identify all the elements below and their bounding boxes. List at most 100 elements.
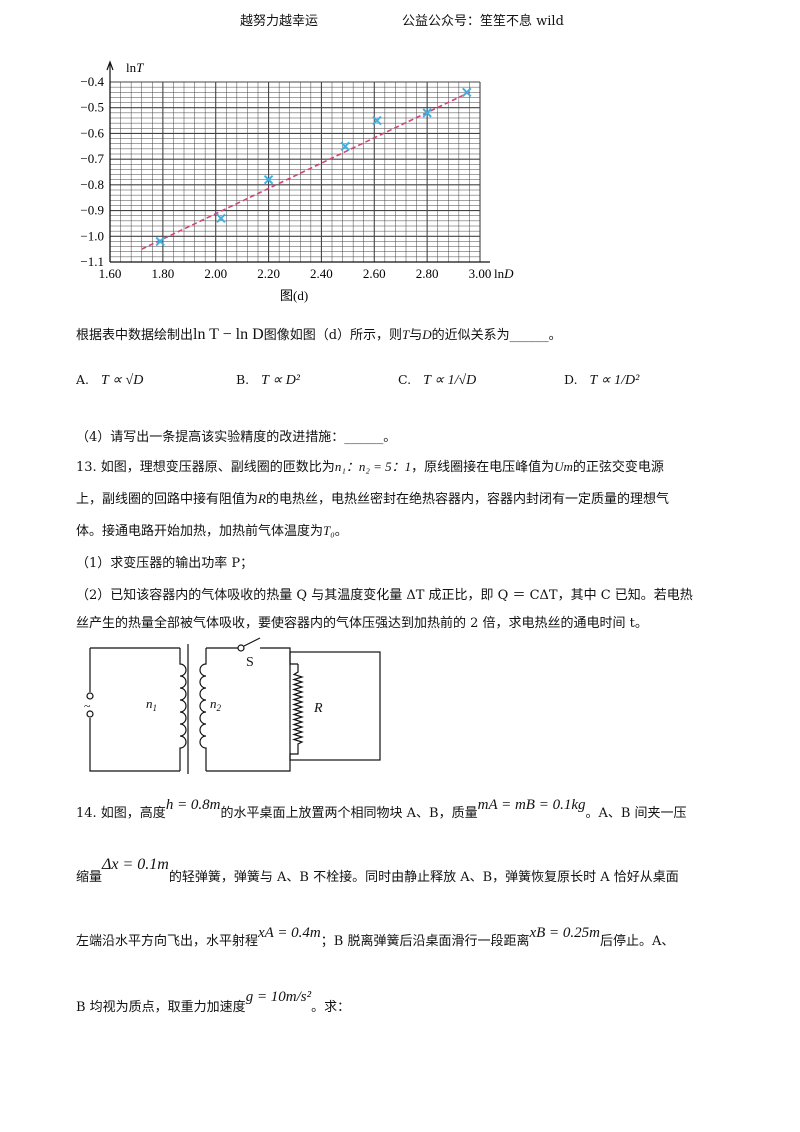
data-point bbox=[216, 213, 226, 223]
terminal-bottom bbox=[86, 710, 94, 718]
q12-part4: （4）请写出一条提高该实验精度的改进措施：______。 bbox=[76, 430, 397, 445]
option-a[interactable]: A. T ∝ √D bbox=[76, 372, 143, 389]
q13-line1c: 的正弦交变电源 bbox=[572, 460, 664, 475]
insulated-container bbox=[289, 651, 381, 761]
option-a-expr: T ∝ √D bbox=[101, 373, 144, 388]
q12-formula: ln T − ln D bbox=[193, 326, 264, 343]
q14-l1b: 的水平桌面上放置两个相同物块 A、B，质量 bbox=[220, 806, 478, 821]
y-tick-label: −0.5 bbox=[80, 100, 104, 115]
data-point bbox=[422, 108, 432, 118]
q14-xA: xA = 0.4m bbox=[258, 925, 321, 941]
q14-dx: Δx = 0.1m bbox=[102, 856, 169, 873]
y-tick-label: −1.1 bbox=[80, 254, 104, 269]
q13-line2b: 的电热丝，电热丝密封在绝热容器内，容器内封闭有一定质量的理想气 bbox=[265, 492, 669, 507]
q13-line1: 13. 如图，理想变压器原、副线圈的匝数比为n₁：n₂ = 5：1，原线圈接在电… bbox=[76, 456, 664, 475]
data-point bbox=[372, 115, 382, 126]
lnT-lnD-chart: −0.4 −0.5 −0.6 −0.7 −0.8 −0.9 −1.0 −1.1 1.60 1.8… bbox=[80, 60, 514, 303]
q12-text-c: 与 bbox=[409, 328, 423, 343]
q13-line2: 上，副线圈的回路中接有阻值为R的电热丝，电热丝密封在绝热容器内，容器内封闭有一定… bbox=[76, 488, 669, 507]
q14-line1: 14. 如图，高度h = 0.8m的水平桌面上放置两个相同物块 A、B，质量mA… bbox=[76, 797, 687, 822]
x-tick-label: 2.60 bbox=[363, 266, 386, 281]
q14-line3: 左端沿水平方向飞出，水平射程xA = 0.4m；B 脱离弹簧后沿桌面滑行一段距离… bbox=[76, 925, 675, 950]
data-point bbox=[462, 87, 472, 97]
y-axis-label: lnT bbox=[126, 60, 144, 75]
y-axis-arrow bbox=[106, 60, 114, 71]
q13-R: R bbox=[258, 491, 266, 506]
q14-l1c: 。A、B 间夹一压 bbox=[585, 806, 687, 821]
y-tick-label: −1.0 bbox=[80, 228, 104, 243]
q14-line2: 缩量Δx = 0.1m的轻弹簧，弹簧与 A、B 不栓接。同时由静止释放 A、B，… bbox=[76, 856, 679, 886]
data-point bbox=[155, 236, 165, 247]
option-c-label: C. bbox=[398, 372, 412, 387]
q14-m: mA = mB = 0.1kg bbox=[477, 797, 586, 813]
q14-line4: B 均视为质点，取重力加速度g = 10m/s²。求： bbox=[76, 989, 351, 1016]
fit-line bbox=[141, 91, 470, 250]
q13-line3: 体。接通电路开始加热，加热前气体温度为T₀。 bbox=[76, 520, 348, 539]
data-point bbox=[263, 175, 274, 185]
x-axis-label: lnD bbox=[494, 266, 514, 281]
option-b-label: B. bbox=[236, 372, 250, 387]
transformer-circuit-diagram: ~ S n1 n2 R bbox=[84, 637, 381, 774]
q14-g: g = 10m/s² bbox=[245, 989, 312, 1005]
q13-T0: T₀ bbox=[323, 523, 335, 538]
y-tick-label: −0.8 bbox=[80, 177, 104, 192]
option-b[interactable]: B. T ∝ D² bbox=[236, 372, 300, 389]
q13-sub1: （1）求变压器的输出功率 P； bbox=[76, 556, 254, 571]
option-a-label: A. bbox=[76, 372, 90, 387]
y-tick-label: −0.6 bbox=[80, 125, 104, 140]
q12-text-d: 的近似关系为______。 bbox=[431, 328, 562, 343]
q13-ratio: n₁：n₂ = 5：1 bbox=[334, 459, 412, 474]
x-tick-label: 2.20 bbox=[257, 266, 280, 281]
q13-line3a: 体。接通电路开始加热，加热前气体温度为 bbox=[76, 524, 324, 539]
x-tick-label: 2.80 bbox=[416, 266, 439, 281]
q14-l2b: 的轻弹簧，弹簧与 A、B 不栓接。同时由静止释放 A、B，弹簧恢复原长时 A 恰… bbox=[168, 870, 679, 885]
q14-h: h = 0.8m bbox=[165, 797, 221, 813]
chart-caption: 图(d) bbox=[280, 288, 308, 303]
q14-l4a: B 均视为质点，取重力加速度 bbox=[76, 1000, 246, 1015]
q12-text-a: 根据表中数据绘制出 bbox=[76, 328, 194, 343]
option-c-expr: T ∝ 1/√D bbox=[423, 373, 477, 388]
option-d-expr: T ∝ 1/D² bbox=[589, 373, 640, 388]
option-d-label: D. bbox=[564, 372, 578, 387]
primary-coil bbox=[179, 648, 187, 771]
ac-source-symbol: ~ bbox=[84, 699, 91, 713]
q13-line1b: ，原线圈接在电压峰值为 bbox=[411, 460, 555, 475]
secondary-coil bbox=[199, 648, 207, 771]
q14-l3a: 左端沿水平方向飞出，水平射程 bbox=[76, 934, 259, 949]
q12-D: D bbox=[422, 327, 432, 342]
x-tick-label: 1.60 bbox=[99, 266, 122, 281]
x-tick-label: 2.40 bbox=[310, 266, 333, 281]
q14-l3c: 后停止。A、 bbox=[600, 934, 675, 949]
y-tick-label: −0.9 bbox=[80, 203, 104, 218]
q14-l4b: 。求： bbox=[311, 1000, 351, 1015]
q14-l2a: 缩量 bbox=[76, 870, 103, 885]
q13-sub2b: 丝产生的热量全部被气体吸收，要使容器内的气体压强达到加热前的 2 倍，求电热丝的… bbox=[76, 616, 648, 631]
q13-line3b: 。 bbox=[334, 524, 348, 539]
q12-T: T bbox=[402, 327, 410, 342]
x-tick-label: 3.00 bbox=[469, 266, 492, 281]
header-left: 越努力越幸运 bbox=[240, 14, 319, 29]
q12-line: 根据表中数据绘制出ln T − ln D图像如图（d）所示，则T与D的近似关系为… bbox=[76, 324, 562, 344]
q14-xB: xB = 0.25m bbox=[529, 925, 600, 941]
option-d[interactable]: D. T ∝ 1/D² bbox=[564, 372, 639, 389]
q13-line1a: 13. 如图，理想变压器原、副线圈的匝数比为 bbox=[76, 460, 335, 475]
header-right: 公益公众号：笙笙不息 wild bbox=[402, 14, 564, 29]
n2-label: n2 bbox=[210, 696, 222, 713]
option-c[interactable]: C. T ∝ 1/√D bbox=[398, 372, 476, 389]
switch-label: S bbox=[246, 655, 254, 670]
option-b-expr: T ∝ D² bbox=[261, 373, 300, 388]
q13-line2a: 上，副线圈的回路中接有阻值为 bbox=[76, 492, 259, 507]
q12-text-b: 图像如图（d）所示，则 bbox=[263, 328, 403, 343]
resistor-heater bbox=[206, 664, 305, 772]
switch-contact bbox=[237, 644, 245, 652]
switch-blade bbox=[243, 637, 261, 647]
q14-l3b: ；B 脱离弹簧后沿桌面滑行一段距离 bbox=[320, 934, 530, 949]
y-tick-label: −0.4 bbox=[80, 74, 104, 89]
terminal-top bbox=[86, 692, 94, 700]
x-tick-label: 1.80 bbox=[151, 266, 174, 281]
q13-sub2a: （2）已知该容器内的气体吸收的热量 Q 与其温度变化量 ΔT 成正比，即 Q ＝… bbox=[76, 588, 693, 603]
data-point bbox=[340, 141, 350, 151]
x-tick-label: 2.00 bbox=[204, 266, 227, 281]
q13-Um: Um bbox=[554, 459, 573, 474]
q14-l1a: 14. 如图，高度 bbox=[76, 806, 166, 821]
